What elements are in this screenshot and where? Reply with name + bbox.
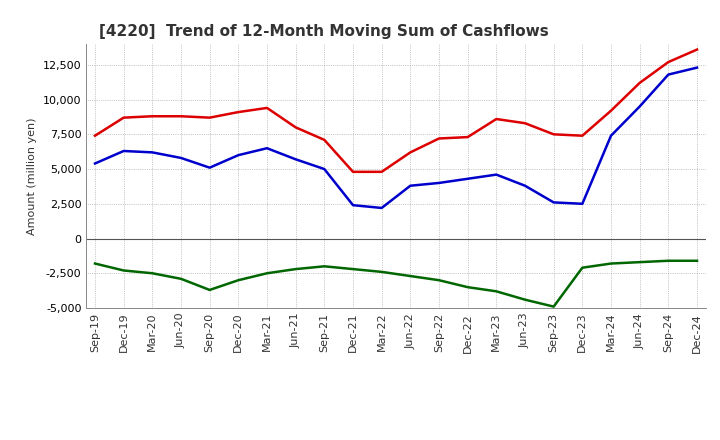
Investing Cashflow [176,276,185,282]
Line: Operating Cashflow: Operating Cashflow [95,50,697,172]
Investing Cashflow [205,287,214,293]
Free Cashflow [607,133,616,138]
Operating Cashflow [176,114,185,119]
Investing Cashflow [492,289,500,294]
Operating Cashflow [635,80,644,85]
Free Cashflow [664,72,672,77]
Y-axis label: Amount (million yen): Amount (million yen) [27,117,37,235]
Operating Cashflow [148,114,157,119]
Investing Cashflow [635,260,644,265]
Investing Cashflow [693,258,701,264]
Free Cashflow [492,172,500,177]
Investing Cashflow [578,265,587,270]
Text: [4220]  Trend of 12-Month Moving Sum of Cashflows: [4220] Trend of 12-Month Moving Sum of C… [99,24,549,39]
Investing Cashflow [292,267,300,272]
Operating Cashflow [263,105,271,110]
Investing Cashflow [120,268,128,273]
Free Cashflow [292,157,300,162]
Investing Cashflow [348,267,357,272]
Investing Cashflow [435,278,444,283]
Operating Cashflow [435,136,444,141]
Investing Cashflow [664,258,672,264]
Operating Cashflow [464,135,472,140]
Operating Cashflow [549,132,558,137]
Free Cashflow [148,150,157,155]
Free Cashflow [464,176,472,181]
Operating Cashflow [377,169,386,175]
Free Cashflow [693,65,701,70]
Line: Free Cashflow: Free Cashflow [95,68,697,208]
Free Cashflow [578,201,587,206]
Free Cashflow [263,146,271,151]
Free Cashflow [348,202,357,208]
Free Cashflow [91,161,99,166]
Operating Cashflow [120,115,128,120]
Investing Cashflow [549,304,558,309]
Free Cashflow [635,104,644,109]
Investing Cashflow [234,278,243,283]
Operating Cashflow [607,108,616,114]
Free Cashflow [234,153,243,158]
Operating Cashflow [664,59,672,65]
Free Cashflow [549,200,558,205]
Operating Cashflow [234,110,243,115]
Operating Cashflow [578,133,587,138]
Free Cashflow [435,180,444,186]
Operating Cashflow [406,150,415,155]
Operating Cashflow [693,47,701,52]
Investing Cashflow [607,261,616,266]
Investing Cashflow [91,261,99,266]
Investing Cashflow [406,273,415,279]
Free Cashflow [521,183,529,188]
Free Cashflow [176,155,185,161]
Investing Cashflow [263,271,271,276]
Operating Cashflow [205,115,214,120]
Investing Cashflow [377,269,386,275]
Operating Cashflow [521,121,529,126]
Operating Cashflow [492,117,500,122]
Line: Investing Cashflow: Investing Cashflow [95,261,697,307]
Operating Cashflow [91,133,99,138]
Free Cashflow [120,148,128,154]
Free Cashflow [320,166,328,172]
Free Cashflow [205,165,214,170]
Investing Cashflow [464,285,472,290]
Operating Cashflow [292,125,300,130]
Investing Cashflow [521,297,529,302]
Operating Cashflow [348,169,357,175]
Operating Cashflow [320,137,328,143]
Free Cashflow [377,205,386,211]
Investing Cashflow [320,264,328,269]
Investing Cashflow [148,271,157,276]
Free Cashflow [406,183,415,188]
